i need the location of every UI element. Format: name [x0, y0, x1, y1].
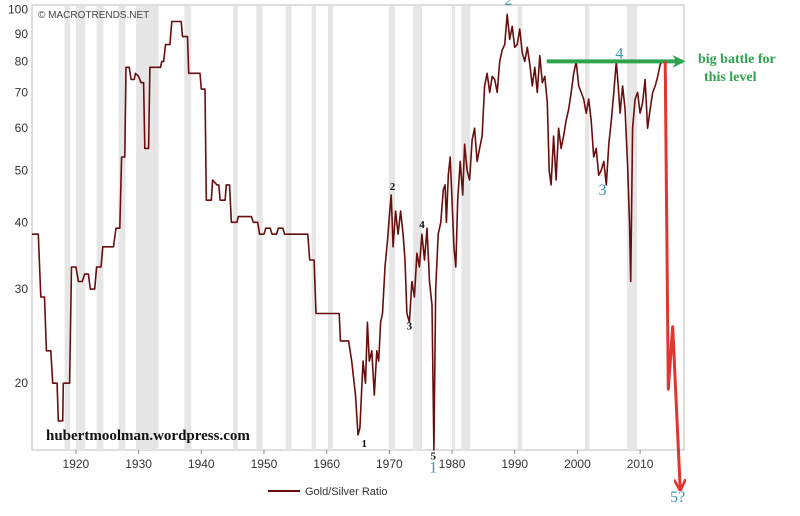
wave-label-blue: 2 [504, 0, 512, 9]
x-tick-label: 2010 [627, 457, 654, 471]
recession-band [233, 6, 238, 450]
wave-label-blue: 5? [670, 489, 685, 506]
watermark-text: hubertmoolman.wordpress.com [46, 428, 250, 444]
y-tick-label: 40 [15, 215, 29, 229]
x-tick-label: 2000 [564, 457, 591, 471]
y-tick-label: 100 [8, 3, 28, 17]
x-axis: 1920 1930 1940 1950 1960 1970 1980 1990 2000 2010 [63, 450, 654, 471]
x-tick-label: 1950 [251, 457, 278, 471]
recession-band [584, 6, 590, 450]
y-tick-label: 80 [15, 54, 29, 68]
x-tick-label: 1920 [63, 457, 90, 471]
battle-text-1: big battle for [698, 52, 776, 67]
recession-band [96, 6, 104, 450]
wave-label-black: 4 [419, 219, 425, 231]
x-tick-label: 1940 [188, 457, 215, 471]
battle-text-2: this level [704, 70, 757, 85]
wave-label-blue: 4 [615, 46, 623, 63]
recession-band [256, 6, 263, 450]
y-tick-label: 30 [15, 282, 29, 296]
recession-band [413, 6, 422, 450]
x-tick-label: 1970 [376, 457, 403, 471]
recession-band [75, 6, 86, 450]
recession-band [311, 6, 316, 450]
y-tick-label: 70 [15, 85, 29, 99]
wave-label-black: 2 [390, 181, 396, 193]
source-label: © MACROTRENDS.NET [38, 10, 149, 21]
wave-label-black: 1 [362, 438, 368, 450]
wave-label-blue: 3 [599, 182, 607, 199]
recession-band [136, 6, 159, 450]
recession-band [517, 6, 523, 450]
x-tick-label: 1930 [125, 457, 152, 471]
wave-label-blue: 1 [429, 460, 437, 477]
recession-band [118, 6, 126, 450]
wave-label-black: 5 [430, 450, 436, 462]
x-tick-label: 1960 [313, 457, 340, 471]
y-tick-label: 60 [15, 121, 29, 135]
y-tick-label: 50 [15, 164, 29, 178]
projection-arrow [663, 61, 680, 488]
y-tick-label: 20 [15, 376, 29, 390]
legend-label: Gold/Silver Ratio [305, 486, 388, 498]
recession-band [461, 6, 471, 450]
x-tick-label: 1980 [439, 457, 466, 471]
recession-band [184, 6, 192, 450]
wave-label-black: 3 [407, 321, 413, 333]
recession-band [327, 6, 333, 450]
recession-band [285, 6, 292, 450]
y-axis: 20 30 40 50 60 70 80 90 100 [8, 3, 28, 391]
y-tick-label: 90 [15, 27, 29, 41]
x-tick-label: 1990 [501, 457, 528, 471]
recession-band [64, 6, 71, 450]
